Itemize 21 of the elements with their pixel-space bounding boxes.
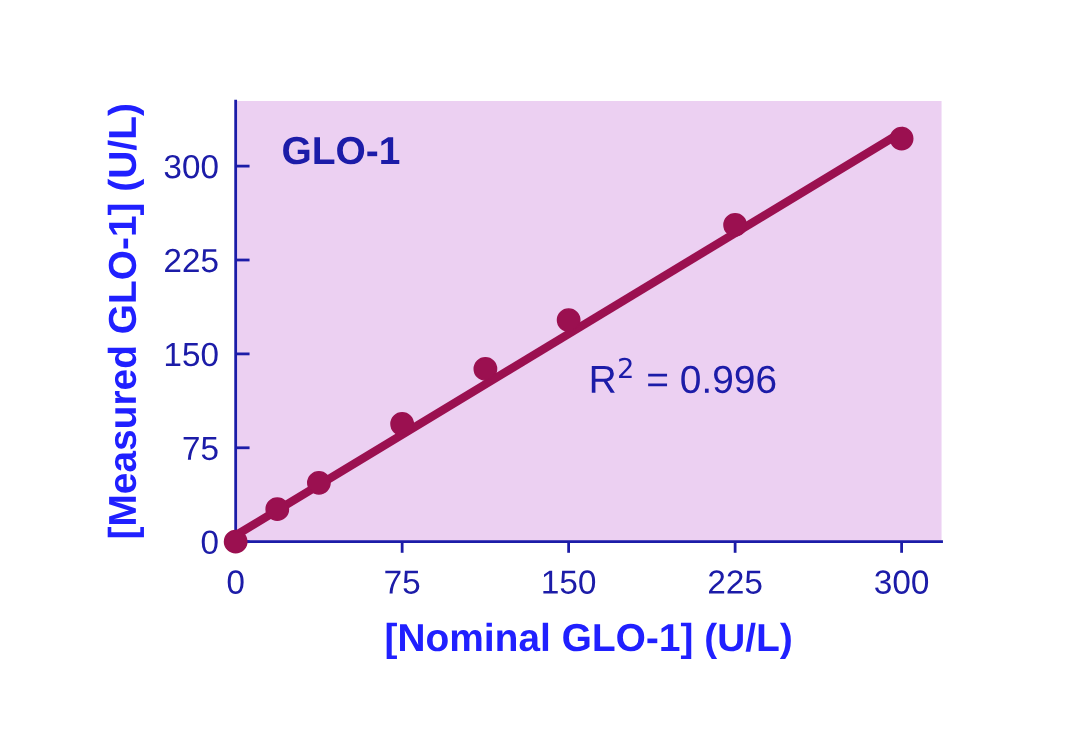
- y-axis-title: [Measured GLO-1] (U/L): [107, 105, 144, 538]
- point: [473, 357, 498, 381]
- annotation: R$^{2}$ = 0.996: [591, 357, 776, 394]
- x-tick-label: 300: [875, 570, 929, 594]
- x-tick-label: 150: [543, 570, 596, 594]
- x-axis-title: [Nominal GLO-1] (U/L): [386, 622, 791, 659]
- y-tick-label: 225: [165, 248, 218, 273]
- y-tick-label: 300: [164, 154, 218, 179]
- x-tick-label: 225: [708, 570, 762, 594]
- annotation: GLO-1: [283, 136, 400, 165]
- x-tick-label: 0: [227, 570, 244, 594]
- point: [265, 497, 290, 522]
- point: [556, 308, 581, 332]
- y-tick-label: 150: [165, 342, 218, 367]
- point: [307, 470, 331, 495]
- y-tick-label: 75: [183, 436, 218, 461]
- point: [723, 213, 748, 237]
- point: [889, 126, 914, 151]
- x-tick-label: 75: [385, 570, 420, 594]
- y-tick-label: 0: [201, 530, 218, 555]
- point: [390, 412, 415, 436]
